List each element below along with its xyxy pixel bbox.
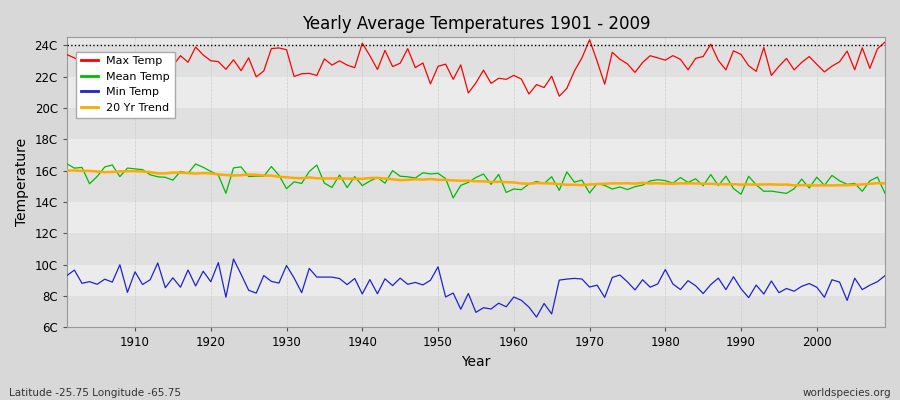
Bar: [67, 171, 885, 202]
Bar: [67, 265, 885, 296]
Bar: [67, 108, 885, 139]
Title: Yearly Average Temperatures 1901 - 2009: Yearly Average Temperatures 1901 - 2009: [302, 15, 650, 33]
Text: worldspecies.org: worldspecies.org: [803, 388, 891, 398]
Bar: [67, 76, 885, 108]
Y-axis label: Temperature: Temperature: [15, 138, 29, 226]
Bar: [67, 233, 885, 265]
Text: Latitude -25.75 Longitude -65.75: Latitude -25.75 Longitude -65.75: [9, 388, 181, 398]
Bar: [67, 45, 885, 76]
Bar: [67, 139, 885, 171]
X-axis label: Year: Year: [461, 355, 491, 369]
Bar: [67, 296, 885, 328]
Legend: Max Temp, Mean Temp, Min Temp, 20 Yr Trend: Max Temp, Mean Temp, Min Temp, 20 Yr Tre…: [76, 52, 175, 118]
Bar: [67, 202, 885, 233]
